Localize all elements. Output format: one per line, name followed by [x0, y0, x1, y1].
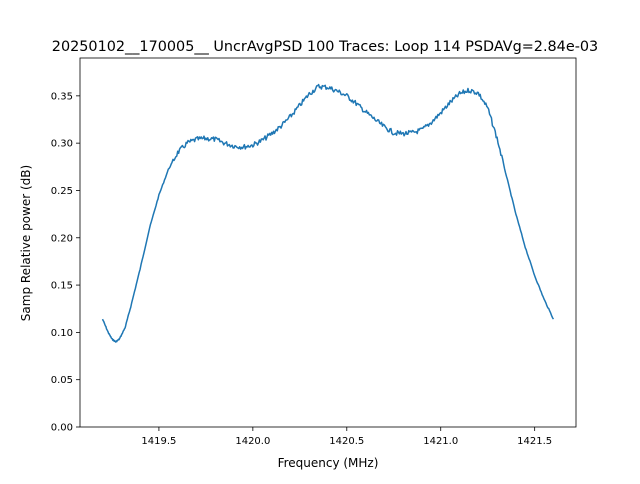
x-tick-label: 1421.5 — [517, 436, 552, 447]
x-tick-label: 1420.5 — [329, 436, 364, 447]
plot-frame — [79, 57, 577, 428]
x-axis-label: Frequency (MHz) — [278, 456, 379, 470]
y-tick-label: 0.15 — [51, 281, 73, 292]
y-tick-label: 0.10 — [51, 328, 73, 339]
x-tick-label: 1420.0 — [235, 436, 270, 447]
y-tick-label: 0.30 — [51, 139, 73, 150]
y-tick-label: 0.00 — [51, 423, 73, 434]
y-tick-label: 0.35 — [51, 91, 73, 102]
x-tick-label: 1419.5 — [141, 436, 176, 447]
psd-series-line — [101, 83, 555, 343]
chart-title: 20250102__170005__ UncrAvgPSD 100 Traces… — [52, 39, 598, 55]
y-tick-label: 0.25 — [51, 186, 73, 197]
y-tick-label: 0.20 — [51, 233, 73, 244]
y-axis-label: Samp Relative power (dB) — [19, 165, 33, 321]
y-tick-label: 0.05 — [51, 375, 73, 386]
x-tick-label: 1421.0 — [423, 436, 458, 447]
